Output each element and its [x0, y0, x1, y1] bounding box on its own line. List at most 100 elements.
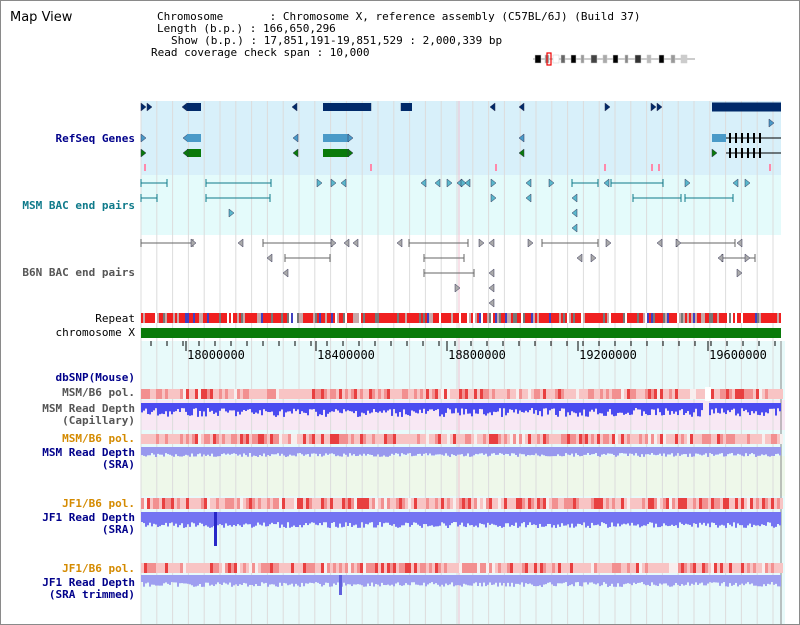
- repeat-segment: [169, 313, 171, 323]
- repeat-segment: [739, 313, 741, 323]
- jf1-depth-sra-bar: [441, 512, 443, 523]
- msm-b6-pol-2-cell: [648, 434, 651, 444]
- msm-bac-end: [571, 193, 578, 203]
- jf1-b6-pol-1-cell: [576, 498, 579, 509]
- track-label-b6n-bac[interactable]: B6N BAC end pairs: [22, 266, 135, 279]
- msm-depth-sra-bar: [143, 447, 145, 456]
- jf1-depth-sra-bar: [609, 512, 611, 527]
- track-label-dbsnp[interactable]: dbSNP(Mouse): [55, 371, 135, 384]
- jf1-depth-trimmed-bar: [317, 575, 319, 583]
- msm-b6-pol-2-cell: [561, 434, 564, 444]
- jf1-b6-pol-2-cell: [744, 563, 747, 573]
- jf1-depth-sra-bar: [581, 512, 583, 526]
- msm-depth-sra-bar: [389, 447, 391, 456]
- msm-depth-sra-bar: [331, 447, 333, 454]
- msm-depth-sra-bar: [155, 447, 157, 457]
- jf1-depth-trimmed-bar: [203, 575, 205, 587]
- repeat-segment: [775, 313, 777, 323]
- msm-depth-capillary-bar: [269, 403, 271, 413]
- repeat-segment: [701, 313, 703, 323]
- msm-b6-pol-1-cell: [615, 389, 618, 399]
- msm-b6-pol-2-cell: [402, 434, 405, 444]
- jf1-depth-trimmed-bar: [683, 575, 685, 586]
- msm-b6-pol-2-cell: [723, 434, 726, 444]
- msm-depth-capillary-bar: [613, 403, 615, 417]
- jf1-b6-pol-1-cell: [648, 498, 651, 509]
- jf1-b6-pol-1-cell: [171, 498, 174, 509]
- chromosome-line: Chromosome : Chromosome X, reference ass…: [157, 10, 641, 23]
- jf1-b6-pol-2-cell: [438, 563, 441, 573]
- jf1-depth-sra-bar: [713, 512, 715, 523]
- msm-depth-sra-bar: [425, 447, 427, 454]
- msm-depth-sra-bar: [441, 447, 443, 455]
- jf1-b6-pol-2-cell: [147, 563, 150, 573]
- jf1-depth-sra-bar: [665, 512, 667, 526]
- msm-depth-capillary-bar: [219, 403, 221, 411]
- ideogram-band: [552, 54, 560, 64]
- jf1-depth-trimmed-bar: [245, 575, 247, 584]
- jf1-b6-pol-2-cell: [474, 563, 477, 573]
- repeat-segment: [433, 313, 435, 323]
- jf1-b6-pol-2-cell: [237, 563, 240, 573]
- jf1-depth-sra-bar: [279, 512, 281, 528]
- jf1-depth-trimmed-bar: [631, 575, 633, 586]
- msm-depth-sra-bar: [669, 447, 671, 455]
- jf1-depth-trimmed-bar: [249, 575, 251, 585]
- repeat-segment: [717, 313, 719, 323]
- msm-depth-sra-bar: [349, 447, 351, 454]
- msm-depth-sra-bar: [429, 447, 431, 454]
- jf1-depth-sra-bar: [303, 512, 305, 526]
- msm-depth-capillary-bar: [493, 403, 495, 412]
- gene-block: [712, 134, 726, 142]
- jf1-b6-pol-2-cell: [171, 563, 174, 573]
- msm-depth-capillary-bar: [311, 403, 313, 410]
- jf1-b6-pol-1-cell: [735, 498, 738, 509]
- repeat-segment: [537, 313, 539, 323]
- msm-depth-sra-bar: [249, 447, 251, 454]
- msm-b6-pol-1-cell: [462, 389, 465, 399]
- repeat-segment: [319, 313, 321, 323]
- track-label-refseq[interactable]: RefSeq Genes: [55, 132, 135, 145]
- jf1-b6-pol-2-cell: [492, 563, 495, 573]
- repeat-segment: [281, 313, 283, 323]
- jf1-depth-sra-bar: [607, 512, 609, 528]
- track-label-msm-bac[interactable]: MSM BAC end pairs: [22, 199, 135, 212]
- jf1-depth-sra-bar: [553, 512, 555, 526]
- repeat-segment: [679, 313, 681, 323]
- msm-b6-pol-1-cell: [279, 389, 282, 399]
- jf1-depth-trimmed-bar: [761, 575, 763, 587]
- msm-depth-sra-bar: [511, 447, 513, 454]
- msm-depth-capillary-bar: [725, 403, 727, 415]
- msm-depth-sra-bar: [261, 447, 263, 457]
- jf1-b6-pol-2-cell: [600, 563, 603, 573]
- repeat-segment: [329, 313, 331, 323]
- msm-depth-sra-bar: [399, 447, 401, 457]
- msm-depth-capillary-bar: [185, 403, 187, 412]
- msm-depth-capillary-bar: [325, 403, 327, 417]
- msm-depth-sra-bar: [353, 447, 355, 455]
- msm-b6-pol-2-cell: [306, 434, 309, 444]
- repeat-segment: [471, 313, 473, 323]
- msm-depth-sra-bar: [317, 447, 319, 457]
- msm-b6-pol-2-cell: [624, 434, 627, 444]
- msm-depth-capillary-bar: [611, 403, 613, 415]
- jf1-depth-trimmed-bar: [657, 575, 659, 587]
- msm-b6-pol-2-cell: [249, 434, 252, 444]
- jf1-depth-trimmed-bar: [639, 575, 641, 583]
- msm-depth-capillary-bar: [543, 403, 545, 409]
- jf1-b6-pol-1-cell: [753, 498, 756, 509]
- jf1-depth-trimmed-bar: [653, 575, 655, 585]
- msm-depth-sra-bar: [339, 447, 341, 457]
- msm-b6-pol-2-cell: [426, 434, 429, 444]
- repeat-segment: [361, 313, 363, 323]
- jf1-b6-pol-2-cell: [441, 563, 444, 573]
- jf1-depth-trimmed-bar: [157, 575, 159, 586]
- repeat-segment: [625, 313, 627, 323]
- msm-depth-capillary-bar: [471, 403, 473, 417]
- coverage-line: Read coverage check span : 10,000: [151, 46, 370, 59]
- jf1-depth-trimmed-bar: [731, 575, 733, 586]
- jf1-depth-sra-bar: [369, 512, 371, 523]
- msm-depth-sra-bar: [149, 447, 151, 456]
- msm-depth-sra-bar: [309, 447, 311, 457]
